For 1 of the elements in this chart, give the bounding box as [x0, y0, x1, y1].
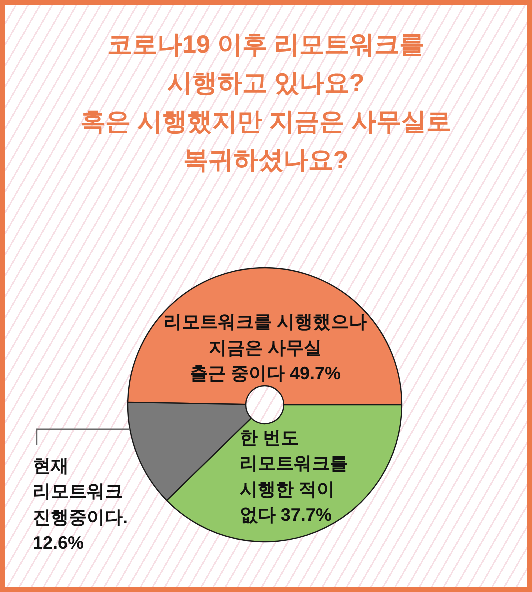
title: 코로나19 이후 리모트워크를 시행하고 있나요? 혹은 시행했지만 지금은 사무실로 복귀하셨나요?	[80, 31, 452, 174]
